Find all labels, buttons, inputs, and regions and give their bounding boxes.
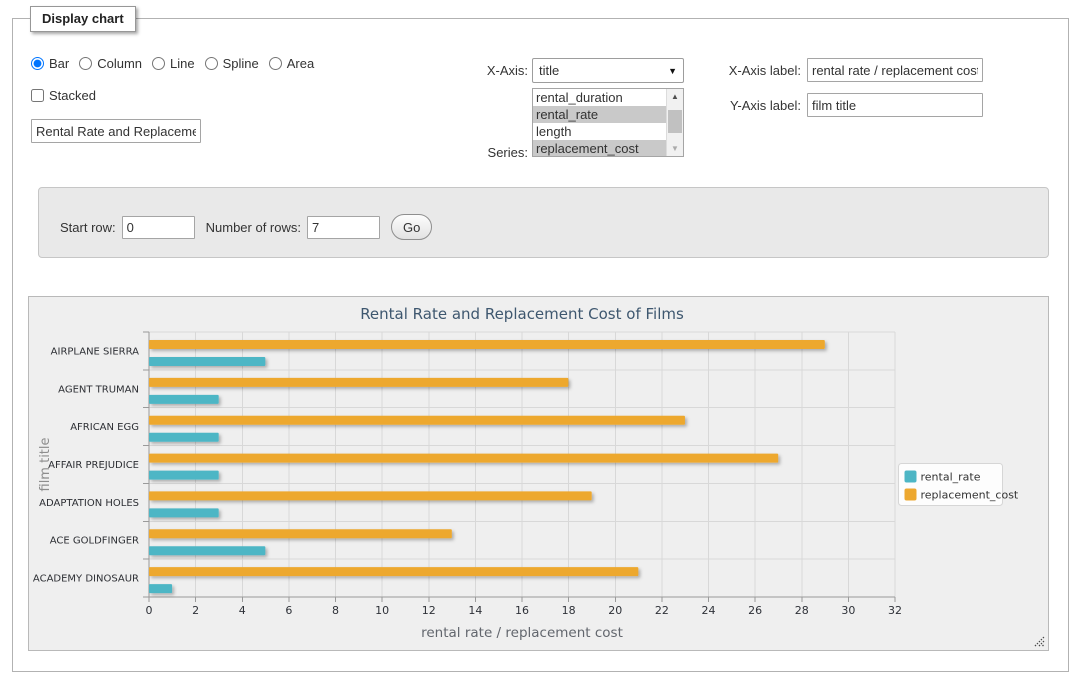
bar-rental_rate[interactable] bbox=[149, 357, 266, 366]
x-tick-label: 18 bbox=[562, 604, 576, 617]
category-label: ACE GOLDFINGER bbox=[50, 536, 139, 547]
x-tick-label: 24 bbox=[702, 604, 716, 617]
x-tick-label: 22 bbox=[655, 604, 669, 617]
x-tick-label: 28 bbox=[795, 604, 809, 617]
start-row-input[interactable] bbox=[121, 215, 195, 239]
chart-legend bbox=[898, 463, 1003, 506]
chart-type-column[interactable]: Column bbox=[79, 56, 142, 71]
bar-rental_rate[interactable] bbox=[149, 584, 173, 594]
y-axis-label-input[interactable] bbox=[807, 93, 983, 117]
chart-type-area-label: Area bbox=[286, 56, 315, 71]
bar-replacement_cost[interactable] bbox=[149, 340, 825, 349]
chart-y-axis-title: film title bbox=[38, 437, 53, 491]
x-axis-selected-value: title bbox=[539, 63, 560, 78]
legend-swatch-rental_rate[interactable] bbox=[904, 470, 917, 483]
chart-panel: 0 2 4 6 8 10 12 14 16 18 20 22 24 26 28 30 32 AIRPLANE SI… bbox=[28, 296, 1049, 651]
category-label: ACADEMY DINOSAUR bbox=[33, 574, 139, 585]
series-scrollbar[interactable]: ▲ ▼ bbox=[666, 89, 683, 156]
x-tick-label: 10 bbox=[375, 604, 389, 617]
x-tick-label: 30 bbox=[841, 604, 855, 617]
stacked-row: Stacked bbox=[31, 88, 96, 103]
chart-type-column-radio[interactable] bbox=[79, 57, 93, 70]
x-axis-label-input[interactable] bbox=[807, 58, 983, 82]
x-tick-label: 20 bbox=[608, 604, 622, 617]
x-axis-select[interactable]: title ▼ bbox=[532, 58, 684, 83]
display-chart-fieldset: Display chart Bar Column Line Spline Are… bbox=[12, 6, 1069, 672]
chart-type-column-label: Column bbox=[97, 56, 143, 71]
x-tick-label: 8 bbox=[332, 604, 339, 617]
bar-rental_rate[interactable] bbox=[149, 432, 219, 442]
start-row-label: Start row: bbox=[60, 219, 116, 235]
chart-type-line[interactable]: Line bbox=[152, 56, 195, 71]
series-multiselect[interactable]: rental_duration rental_rate length repla… bbox=[532, 88, 684, 157]
go-button[interactable]: Go bbox=[391, 214, 433, 240]
x-tick-label: 32 bbox=[888, 604, 902, 617]
category-label: AIRPLANE SIERRA bbox=[51, 346, 139, 357]
bar-replacement_cost[interactable] bbox=[149, 567, 639, 577]
series-option-length[interactable]: length bbox=[536, 124, 572, 139]
bar-rental_rate[interactable] bbox=[149, 394, 219, 404]
scroll-down-icon[interactable]: ▼ bbox=[671, 144, 679, 153]
x-tick-label: 12 bbox=[422, 604, 436, 617]
resize-handle[interactable] bbox=[1033, 635, 1045, 647]
stacked-checkbox[interactable] bbox=[31, 89, 44, 102]
series-field-label: Series: bbox=[487, 145, 528, 160]
row-controls-panel: Start row: Number of rows: Go bbox=[38, 187, 1049, 258]
x-axis-label-field-label: X-Axis label: bbox=[728, 63, 801, 78]
chart-title: Rental Rate and Replacement Cost of Film… bbox=[360, 305, 684, 323]
chart-type-area[interactable]: Area bbox=[268, 56, 315, 71]
series-option-rental-rate[interactable]: rental_rate bbox=[533, 106, 666, 123]
series-option-replacement-cost[interactable]: replacement_cost bbox=[533, 140, 666, 156]
chart-type-spline[interactable]: Spline bbox=[204, 56, 259, 71]
chart-type-line-label: Line bbox=[170, 56, 195, 71]
category-label: ADAPTATION HOLES bbox=[39, 498, 139, 509]
x-tick-label: 6 bbox=[285, 604, 292, 617]
chart-type-area-radio[interactable] bbox=[268, 57, 282, 70]
y-axis-label-field-label: Y-Axis label: bbox=[729, 98, 801, 113]
chart-title-input[interactable] bbox=[31, 119, 201, 143]
x-tick-label: 0 bbox=[146, 604, 153, 617]
legend-swatch-replacement_cost[interactable] bbox=[904, 488, 917, 501]
num-rows-label: Number of rows: bbox=[205, 219, 301, 235]
bar-replacement_cost[interactable] bbox=[149, 377, 569, 387]
x-axis-field-label: X-Axis: bbox=[486, 63, 528, 78]
x-tick-label: 14 bbox=[468, 604, 482, 617]
fieldset-legend: Display chart bbox=[30, 6, 136, 32]
bar-rental_rate[interactable] bbox=[149, 508, 219, 518]
legend-label-replacement_cost[interactable]: replacement_cost bbox=[921, 489, 1019, 502]
scroll-up-icon[interactable]: ▲ bbox=[671, 92, 679, 101]
chart-type-spline-label: Spline bbox=[222, 56, 259, 71]
chart-type-bar-label: Bar bbox=[49, 56, 70, 71]
chart-type-bar-radio[interactable] bbox=[31, 57, 44, 70]
x-tick-label: 16 bbox=[515, 604, 529, 617]
legend-label-rental_rate[interactable]: rental_rate bbox=[921, 471, 981, 484]
x-tick-label: 4 bbox=[239, 604, 246, 617]
stacked-label: Stacked bbox=[49, 88, 96, 103]
chevron-down-icon: ▼ bbox=[668, 65, 677, 76]
scrollbar-thumb[interactable] bbox=[668, 110, 682, 133]
series-option-rental-duration[interactable]: rental_duration bbox=[536, 90, 623, 105]
x-tick-label: 26 bbox=[748, 604, 762, 617]
series-options: rental_duration rental_rate length repla… bbox=[533, 89, 666, 156]
category-label: AFFAIR PREJUDICE bbox=[48, 460, 139, 471]
category-label: AGENT TRUMAN bbox=[58, 384, 139, 395]
chart-x-axis-title: rental rate / replacement cost bbox=[421, 625, 623, 641]
num-rows-input[interactable] bbox=[307, 215, 380, 239]
bar-replacement_cost[interactable] bbox=[149, 491, 592, 501]
bar-rental_rate[interactable] bbox=[149, 546, 266, 556]
bar-replacement_cost[interactable] bbox=[149, 415, 685, 425]
chart-type-bar[interactable]: Bar bbox=[31, 56, 69, 71]
x-tick-label: 2 bbox=[192, 604, 199, 617]
bar-rental_rate[interactable] bbox=[149, 470, 219, 480]
bar-replacement_cost[interactable] bbox=[149, 529, 452, 539]
chart-type-line-radio[interactable] bbox=[152, 57, 166, 70]
bar-replacement_cost[interactable] bbox=[149, 453, 779, 463]
chart-type-spline-radio[interactable] bbox=[204, 57, 218, 70]
category-label: AFRICAN EGG bbox=[70, 422, 139, 433]
chart-type-radio-group: Bar Column Line Spline Area bbox=[31, 56, 320, 71]
resize-grip-icon bbox=[1034, 636, 1045, 647]
